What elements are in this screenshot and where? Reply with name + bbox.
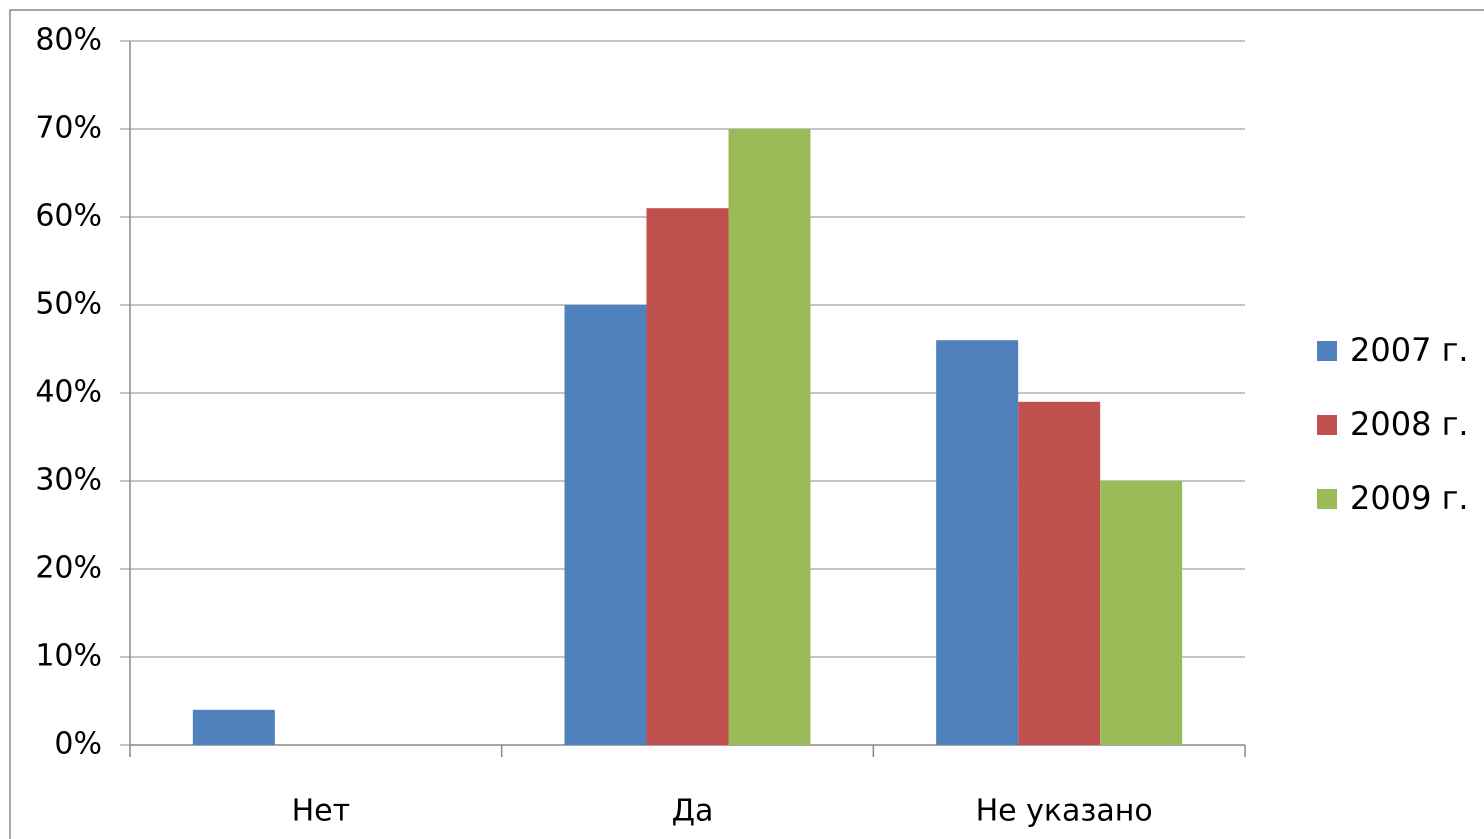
bar (646, 208, 729, 745)
x-tick-label: Нет (292, 794, 351, 829)
y-tick-label: 70% (35, 111, 102, 146)
legend-label: 2007 г. (1350, 331, 1469, 369)
y-tick-label: 30% (35, 463, 102, 498)
legend-swatch (1317, 489, 1337, 509)
y-tick-label: 40% (35, 375, 102, 410)
y-tick-label: 60% (35, 199, 102, 234)
bar (564, 305, 647, 745)
legend-label: 2008 г. (1350, 405, 1469, 443)
bar (192, 709, 275, 745)
legend-swatch (1317, 415, 1337, 435)
bar (1018, 401, 1101, 745)
y-tick-label: 20% (35, 551, 102, 586)
legend-label: 2009 г. (1350, 479, 1469, 517)
y-tick-label: 10% (35, 639, 102, 674)
x-tick-label: Не указано (976, 794, 1153, 829)
y-tick-label: 0% (54, 727, 102, 762)
bar (1100, 481, 1183, 745)
y-tick-label: 50% (35, 287, 102, 322)
x-tick-label: Да (672, 794, 714, 829)
bar (936, 340, 1019, 745)
y-tick-label: 80% (35, 23, 102, 58)
bar (728, 129, 811, 745)
legend-swatch (1317, 341, 1337, 361)
